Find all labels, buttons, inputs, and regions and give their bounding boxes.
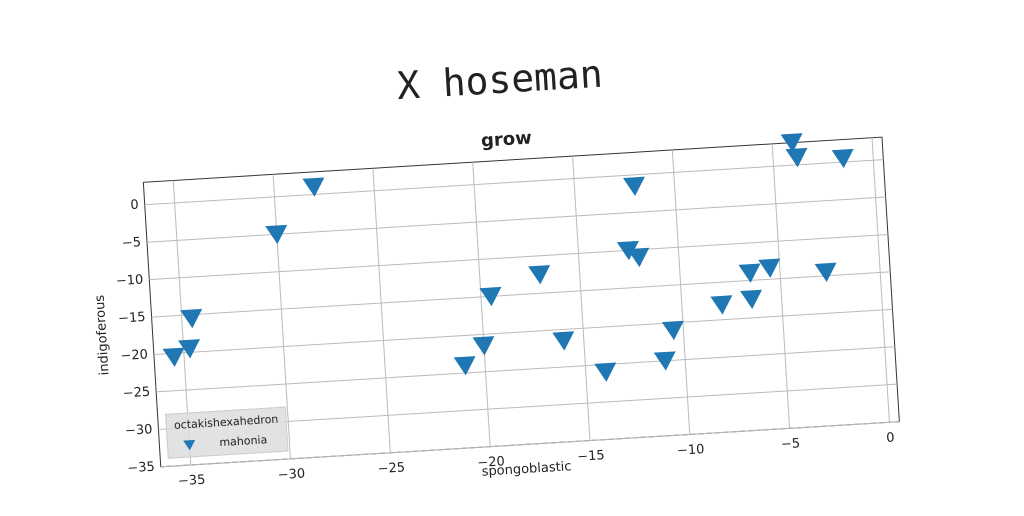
- x-tick-label: 0: [886, 430, 895, 445]
- chart-body: X hoseman grow spongoblastic indigoferou…: [93, 52, 900, 490]
- y-tick-label: −30: [125, 422, 153, 439]
- y-tick-label: −20: [120, 347, 148, 364]
- point: [178, 339, 201, 359]
- x-tick-label: −20: [477, 454, 505, 471]
- legend-title: octakishexahedron: [174, 413, 279, 432]
- grid-line: [160, 421, 900, 468]
- x-tick-label: −5: [781, 436, 801, 452]
- point: [710, 295, 733, 315]
- point: [594, 362, 617, 382]
- grid-line: [671, 149, 691, 435]
- point: [180, 308, 203, 329]
- grid-line: [372, 168, 391, 453]
- grid-line: [153, 308, 893, 356]
- y-tick-label: 0: [130, 198, 139, 213]
- point: [627, 247, 650, 268]
- point: [265, 224, 288, 245]
- point: [738, 263, 761, 283]
- point: [653, 351, 676, 371]
- chart-title: X hoseman: [396, 52, 604, 108]
- y-tick-label: −10: [115, 273, 143, 290]
- grid-line: [871, 137, 890, 423]
- point: [661, 320, 684, 341]
- grid-line: [156, 346, 895, 393]
- grid-line: [272, 174, 292, 459]
- point: [162, 347, 185, 367]
- point: [552, 331, 575, 351]
- x-tick-label: −15: [577, 448, 605, 465]
- grid-line: [572, 156, 591, 441]
- x-axis-label: spongoblastic: [481, 459, 572, 479]
- y-tick-label: −35: [127, 460, 155, 477]
- grid-line: [146, 196, 886, 243]
- point: [453, 356, 476, 376]
- legend-box: [165, 406, 289, 459]
- y-axis-label: indigoferous: [93, 294, 113, 376]
- chart-subtitle: grow: [480, 128, 532, 152]
- legend-marker: [183, 439, 196, 451]
- point: [831, 148, 854, 169]
- grid-line: [149, 233, 888, 281]
- point: [785, 147, 808, 168]
- point: [472, 336, 495, 356]
- point: [814, 262, 837, 282]
- x-tick-label: −25: [377, 460, 405, 477]
- grid-line: [472, 162, 491, 447]
- point: [302, 177, 325, 197]
- point: [479, 286, 502, 307]
- grid-line: [771, 143, 791, 429]
- point: [622, 176, 645, 196]
- grid-line: [151, 271, 891, 318]
- x-tick-label: −30: [277, 467, 305, 484]
- point: [528, 265, 551, 285]
- x-tick-label: −35: [178, 473, 206, 490]
- grid-line: [144, 159, 884, 206]
- point: [780, 133, 803, 153]
- point: [758, 258, 781, 278]
- point: [616, 240, 639, 261]
- y-tick-label: −25: [122, 385, 150, 402]
- y-tick-label: −15: [118, 310, 146, 327]
- point: [740, 289, 763, 310]
- legend-label: mahonia: [219, 433, 268, 449]
- x-tick-label: −10: [677, 442, 705, 459]
- y-tick-label: −5: [121, 235, 141, 251]
